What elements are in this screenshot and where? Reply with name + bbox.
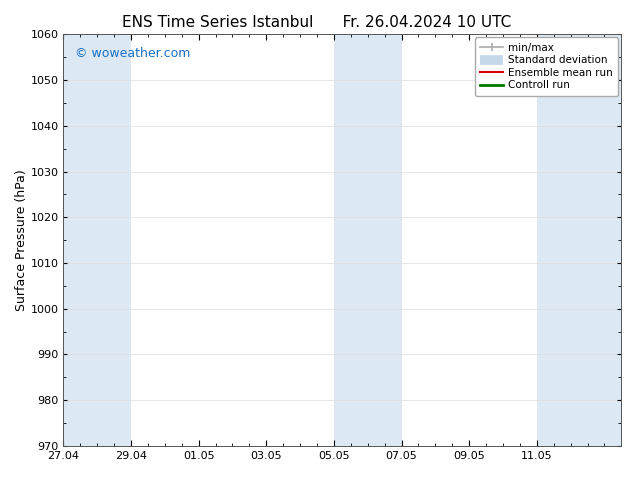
Text: ENS Time Series Istanbul      Fr. 26.04.2024 10 UTC: ENS Time Series Istanbul Fr. 26.04.2024 … <box>122 15 512 30</box>
Y-axis label: Surface Pressure (hPa): Surface Pressure (hPa) <box>15 169 28 311</box>
Legend: min/max, Standard deviation, Ensemble mean run, Controll run: min/max, Standard deviation, Ensemble me… <box>475 37 618 96</box>
Bar <box>334 34 401 446</box>
Bar <box>537 34 621 446</box>
Bar <box>63 34 131 446</box>
Text: © woweather.com: © woweather.com <box>75 47 190 60</box>
